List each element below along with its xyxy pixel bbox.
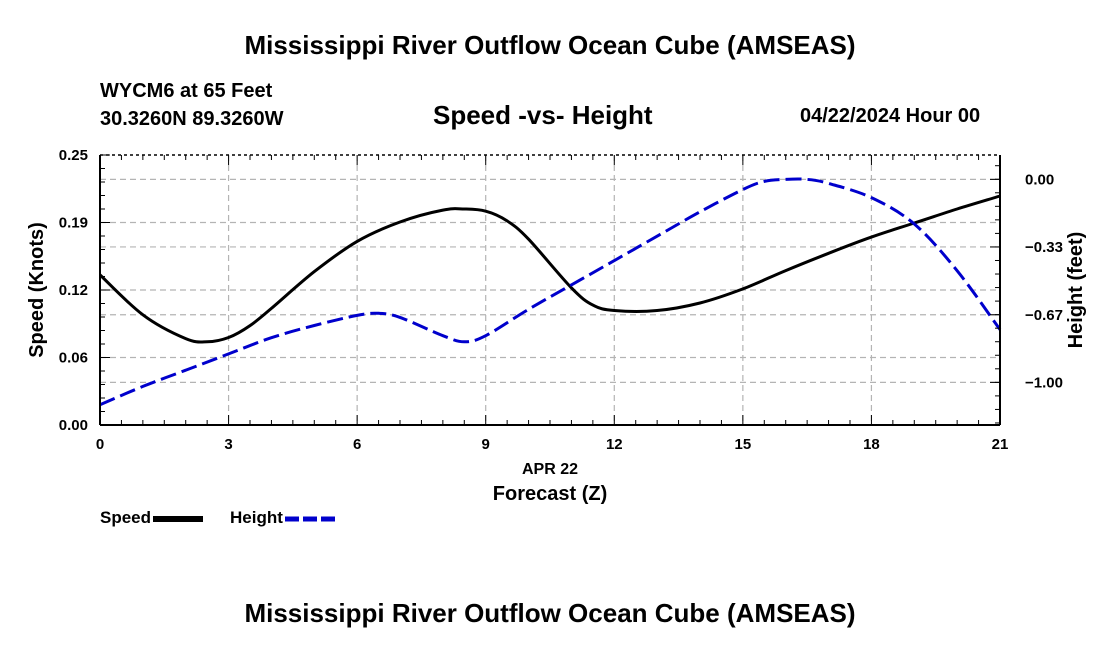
tick-labels: 0 3 6 9 12 15 18 21 0.00 0.06 0.12 0.19 0.25 −1.00 −0.… bbox=[59, 147, 1063, 453]
x-axis-label: Forecast (Z) bbox=[493, 483, 607, 505]
series-line-height bbox=[99, 177, 1002, 407]
x-tick-label: 6 bbox=[353, 436, 361, 453]
series-layer bbox=[98, 177, 1002, 407]
series-line-speed bbox=[98, 194, 1001, 344]
x-tick-label: 21 bbox=[992, 436, 1009, 453]
footer-title: Mississippi River Outflow Ocean Cube (AM… bbox=[244, 598, 856, 628]
x-axis-date-label: APR 22 bbox=[522, 461, 578, 478]
station-info: WYCM6 at 65 Feet 30.3260N 89.3260W bbox=[100, 77, 283, 133]
y-tick-label-left: 0.19 bbox=[59, 215, 88, 232]
legend-swatch-height bbox=[284, 516, 335, 522]
main-title: Mississippi River Outflow Ocean Cube (AM… bbox=[244, 30, 856, 60]
y-tick-label-left: 0.12 bbox=[59, 282, 88, 299]
legend-label-height: Height bbox=[230, 508, 283, 527]
y-tick-label-right: −0.33 bbox=[1025, 239, 1063, 256]
grid-lines bbox=[100, 155, 1000, 425]
chart-subtitle: Speed -vs- Height bbox=[433, 100, 653, 130]
station-name: WYCM6 at 65 Feet bbox=[100, 80, 273, 102]
y-axis-label-right: Height (feet) bbox=[1065, 232, 1087, 349]
y-tick-label-right: −1.00 bbox=[1025, 374, 1063, 391]
x-tick-label: 9 bbox=[482, 436, 490, 453]
axes-layer bbox=[99, 154, 1001, 426]
y-tick-label-left: 0.25 bbox=[59, 147, 88, 164]
legend-item-height: Height bbox=[230, 508, 337, 528]
legend-swatch-speed bbox=[153, 515, 204, 522]
y-tick-label-left: 0.06 bbox=[59, 350, 88, 367]
x-tick-label: 15 bbox=[735, 436, 752, 453]
legend-item-speed: Speed bbox=[100, 508, 205, 528]
x-tick-label: 18 bbox=[863, 436, 880, 453]
x-tick-label: 12 bbox=[606, 436, 623, 453]
y-tick-label-right: −0.67 bbox=[1025, 307, 1063, 324]
y-axis-label-left: Speed (Knots) bbox=[26, 222, 48, 358]
forecast-date: 04/22/2024 Hour 00 bbox=[800, 105, 981, 127]
y-tick-label-left: 0.00 bbox=[59, 417, 88, 434]
x-tick-label: 0 bbox=[96, 436, 104, 453]
station-coordinates: 30.3260N 89.3260W bbox=[100, 108, 284, 130]
x-tick-label: 3 bbox=[224, 436, 232, 453]
legend-label-speed: Speed bbox=[100, 508, 152, 527]
y-tick-label-right: 0.00 bbox=[1025, 171, 1054, 188]
